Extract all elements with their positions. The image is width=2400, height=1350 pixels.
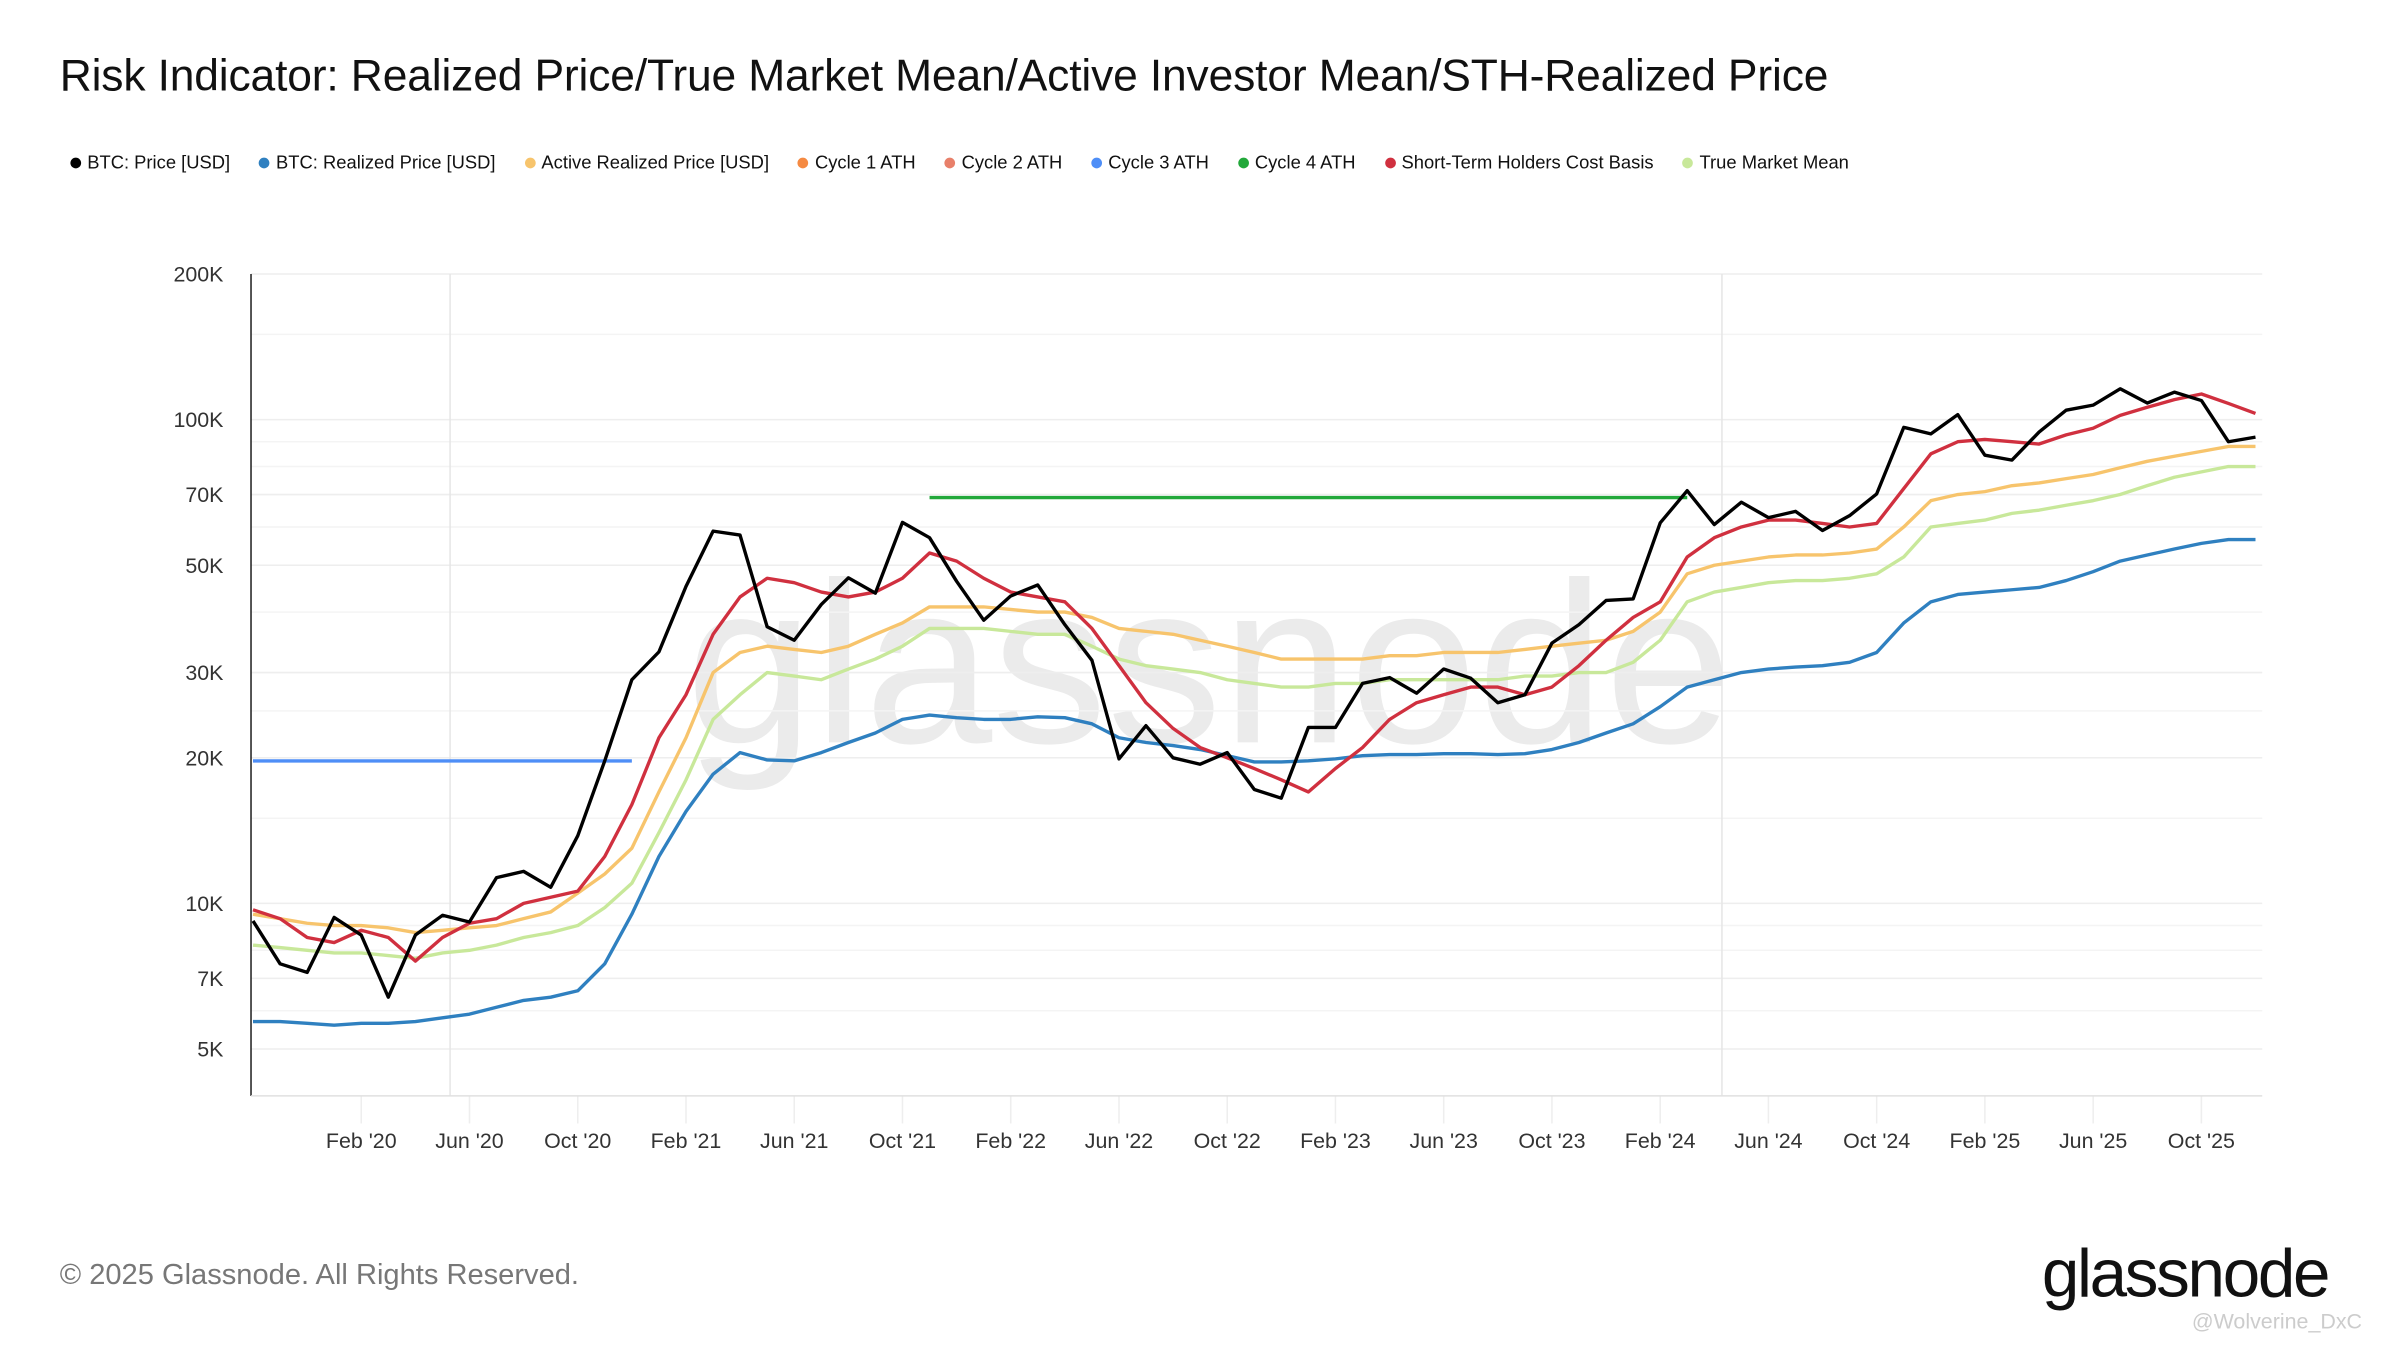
chart-title: Risk Indicator: Realized Price/True Mark… <box>59 52 1829 102</box>
x-tick-label: Feb '23 <box>1300 1129 1371 1153</box>
legend-dot-icon <box>259 156 270 168</box>
series-btc-price-usd <box>251 387 2256 999</box>
y-tick-label: 20K <box>185 746 224 770</box>
y-tick-label: 10K <box>185 892 224 916</box>
x-tick-label: Jun '21 <box>760 1129 828 1153</box>
x-tick-label: Feb '22 <box>975 1129 1046 1153</box>
legend-dot-icon <box>1238 156 1249 168</box>
legend-dot-icon <box>798 156 809 168</box>
legend-dot-icon <box>70 156 82 168</box>
copyright: © 2025 Glassnode. All Rights Reserved. <box>59 1259 580 1292</box>
x-tick-label: Jun '20 <box>435 1129 503 1153</box>
y-tick-label: 5K <box>197 1038 224 1062</box>
x-tick-label: Feb '21 <box>651 1129 722 1153</box>
glassnode-logo: glassnode <box>2041 1236 2331 1312</box>
x-tick-label: Jun '24 <box>1734 1129 1802 1153</box>
legend-item[interactable]: Cycle 2 ATH <box>944 151 1063 173</box>
x-tick-label: Feb '20 <box>326 1129 397 1153</box>
x-tick-label: Oct '25 <box>2168 1129 2235 1153</box>
legend-item[interactable]: Short-Term Holders Cost Basis <box>1384 151 1654 173</box>
y-tick-label: 200K <box>173 263 224 287</box>
legend-label: BTC: Realized Price [USD] <box>276 151 496 173</box>
legend-item[interactable]: Cycle 3 ATH <box>1091 152 1209 173</box>
y-tick-label: 7K <box>197 967 224 991</box>
x-tick-label: Jun '25 <box>2059 1129 2127 1153</box>
x-tick-label: Oct '22 <box>1194 1129 1261 1153</box>
legend: BTC: Price [USD] BTC: Realized Price [USD… <box>70 152 1878 173</box>
legend-item[interactable]: Cycle 1 ATH <box>798 152 916 173</box>
legend-dot-icon <box>1091 156 1103 168</box>
legend-dot-icon <box>1384 156 1396 168</box>
series-true-market-mean <box>252 464 2256 960</box>
x-tick-label: Feb '25 <box>1950 1129 2021 1153</box>
legend-item[interactable]: BTC: Price [USD] <box>70 152 230 173</box>
legend-item[interactable]: Cycle 4 ATH <box>1238 152 1356 173</box>
legend-item[interactable]: BTC: Realized Price [USD] <box>259 151 496 173</box>
legend-label: Cycle 4 ATH <box>1254 151 1356 173</box>
legend-label: Short-Term Holders Cost Basis <box>1401 151 1654 173</box>
x-tick-label: Oct '24 <box>1843 1129 1910 1153</box>
y-tick-label: 70K <box>185 483 224 507</box>
x-tick-label: Jun '23 <box>1410 1129 1478 1153</box>
legend-label: True Market Mean <box>1699 151 1849 173</box>
y-tick-label: 50K <box>185 554 224 578</box>
legend-dot-icon <box>944 156 956 168</box>
legend-label: Cycle 1 ATH <box>814 151 916 173</box>
legend-item[interactable]: True Market Mean <box>1682 151 1849 173</box>
y-tick-label: 30K <box>185 661 224 685</box>
x-tick-label: Feb '24 <box>1625 1129 1696 1153</box>
legend-dot-icon <box>524 156 536 168</box>
overlay-handle: @Wolverine_DxC <box>2191 1308 2363 1334</box>
y-tick-label: 100K <box>173 408 224 432</box>
x-tick-label: Oct '23 <box>1518 1129 1585 1153</box>
series-btc-realized-price-usd <box>253 537 2256 1027</box>
legend-label: Cycle 3 ATH <box>1108 151 1209 173</box>
legend-label: Cycle 2 ATH <box>961 151 1063 173</box>
x-tick-label: Oct '20 <box>544 1129 611 1153</box>
legend-dot-icon <box>1682 156 1694 168</box>
chart-svg: glassnode200K100K70K50K30K20K10K7K5KFeb … <box>173 263 2263 1153</box>
legend-label: Active Realized Price [USD] <box>541 151 770 173</box>
series-short-term-holders-cost-basis <box>252 392 2257 963</box>
series-active-realized-price-usd <box>252 444 2256 935</box>
x-tick-label: Jun '22 <box>1085 1129 1153 1153</box>
x-tick-label: Oct '21 <box>869 1129 936 1153</box>
legend-item[interactable]: Active Realized Price [USD] <box>524 151 770 173</box>
legend-label: BTC: Price [USD] <box>87 151 231 173</box>
